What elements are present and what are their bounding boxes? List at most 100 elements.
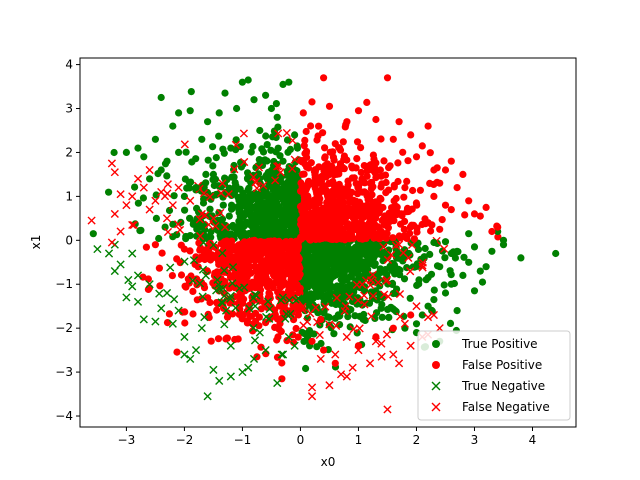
- scatter-point: [223, 313, 232, 321]
- cross-point: [186, 354, 195, 364]
- scatter-point: [461, 211, 469, 219]
- scatter-point: [300, 170, 308, 178]
- scatter-point: [280, 270, 288, 278]
- cross-point: [122, 201, 131, 210]
- scatter-point: [277, 327, 285, 336]
- scatter-point: [317, 242, 325, 250]
- scatter-point: [254, 204, 262, 212]
- cross-point: [282, 128, 291, 138]
- scatter-point: [267, 146, 275, 154]
- cross-point: [273, 162, 282, 171]
- scatter-point: [395, 232, 403, 240]
- scatter-point: [382, 234, 390, 242]
- scatter-point: [367, 185, 375, 193]
- cross-point: [157, 304, 166, 313]
- scatter-point: [482, 263, 490, 271]
- scatter-point: [186, 107, 194, 115]
- scatter-point: [325, 179, 333, 187]
- scatter-point: [226, 273, 235, 281]
- scatter-point: [209, 162, 217, 170]
- scatter-point: [328, 243, 336, 251]
- cross-point: [230, 165, 239, 174]
- scatter-point: [418, 311, 426, 319]
- scatter-point: [307, 290, 315, 298]
- scatter-point: [373, 309, 381, 317]
- scatter-point: [301, 216, 309, 224]
- scatter-point: [204, 156, 212, 164]
- scatter-point: [272, 133, 280, 142]
- scatter-point: [363, 172, 371, 180]
- cross-point: [423, 313, 433, 322]
- scatter-point: [169, 122, 177, 130]
- y-tick-label: 2: [65, 145, 73, 159]
- scatter-point: [310, 178, 318, 186]
- cross-point: [240, 157, 249, 167]
- cross-point: [387, 250, 396, 259]
- scatter-point: [304, 192, 312, 200]
- scatter-point: [182, 283, 190, 291]
- scatter-point: [379, 203, 387, 212]
- cross-point: [384, 292, 393, 301]
- cross-point: [220, 320, 229, 329]
- scatter-point: [181, 206, 189, 214]
- scatter-point: [187, 178, 195, 186]
- cross-point: [331, 350, 340, 359]
- scatter-point: [202, 179, 210, 187]
- scatter-point: [410, 235, 418, 243]
- scatter-point: [156, 282, 164, 290]
- scatter-point: [447, 280, 455, 288]
- scatter-point: [222, 230, 230, 238]
- cross-point: [155, 289, 164, 298]
- scatter-point: [151, 241, 159, 249]
- x-tick-label: −2: [176, 433, 194, 447]
- cross-point: [250, 336, 260, 345]
- cross-point: [199, 238, 208, 247]
- cross-point: [87, 216, 96, 225]
- cross-point: [168, 201, 177, 210]
- scatter-point: [392, 194, 400, 203]
- scatter-point: [273, 353, 282, 361]
- scatter-point: [336, 321, 344, 329]
- scatter-point: [424, 274, 432, 282]
- scatter-point: [324, 313, 332, 321]
- scatter-point: [275, 202, 283, 211]
- scatter-point: [263, 157, 271, 165]
- y-tick-label: −1: [55, 277, 73, 291]
- cross-point: [288, 164, 297, 173]
- x-tick-label: 3: [471, 433, 479, 447]
- scatter-point: [276, 222, 284, 231]
- legend-marker: [431, 402, 441, 412]
- scatter-point: [302, 182, 310, 191]
- scatter-point: [499, 241, 508, 249]
- scatter-point: [322, 205, 331, 213]
- scatter-point: [470, 287, 479, 295]
- scatter-point: [343, 118, 351, 126]
- y-tick-label: 4: [65, 58, 73, 72]
- scatter-point: [300, 142, 308, 150]
- cross-point: [395, 289, 405, 299]
- scatter-point: [357, 144, 365, 152]
- scatter-point: [105, 188, 113, 196]
- cross-point: [377, 352, 386, 361]
- scatter-point: [152, 191, 160, 199]
- x-tick-label: 2: [413, 433, 421, 447]
- scatter-point: [299, 109, 307, 117]
- scatter-point: [292, 259, 300, 267]
- cross-point: [199, 189, 209, 198]
- scatter-point: [225, 212, 233, 220]
- scatter-point: [369, 151, 377, 159]
- scatter-point: [340, 155, 348, 164]
- scatter-point: [372, 115, 380, 124]
- cross-point: [217, 298, 226, 307]
- scatter-point: [259, 148, 268, 156]
- scatter-point: [326, 169, 334, 178]
- scatter-point: [333, 170, 341, 178]
- scatter-point: [262, 91, 270, 99]
- scatter-point: [345, 229, 353, 237]
- cross-point: [129, 220, 138, 230]
- scatter-point: [344, 181, 352, 189]
- scatter-point: [246, 190, 254, 198]
- scatter-point: [307, 159, 315, 167]
- scatter-point: [371, 314, 379, 322]
- scatter-point: [345, 234, 353, 242]
